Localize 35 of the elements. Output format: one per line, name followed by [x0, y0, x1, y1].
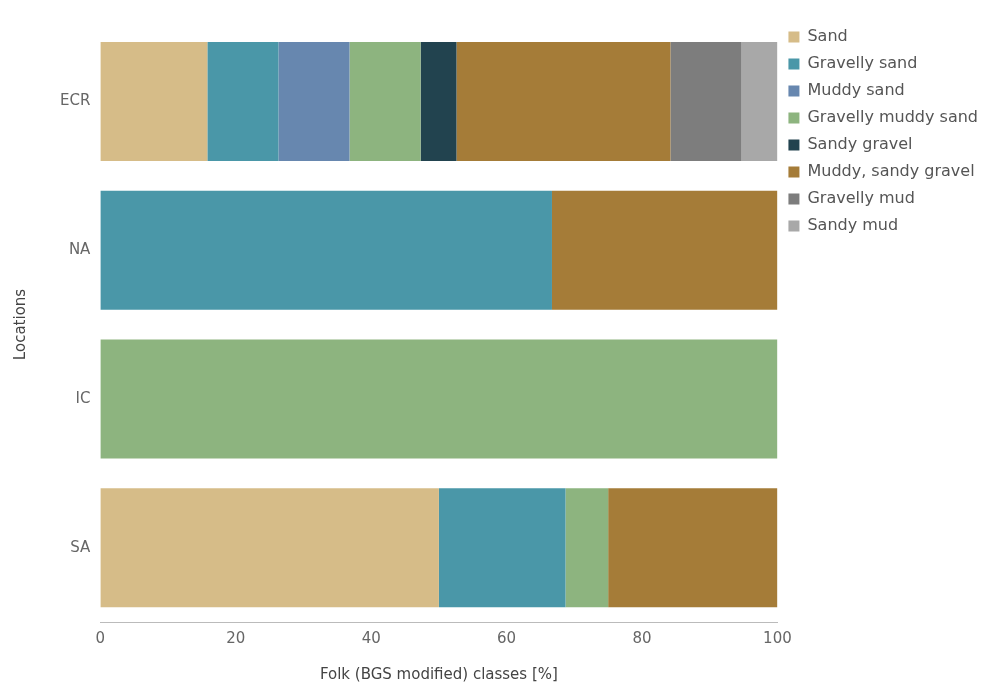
- legend-label: Muddy sand: [807, 80, 905, 100]
- y-tick-label: ECR: [60, 91, 91, 110]
- bar: [100, 339, 778, 459]
- legend-label: Gravelly muddy sand: [807, 107, 979, 127]
- x-tick-label: 60: [497, 628, 517, 647]
- x-tick-label: 40: [361, 628, 381, 647]
- legend-label: Gravelly sand: [807, 53, 918, 73]
- bar: [420, 41, 457, 161]
- legend-label: Gravelly mud: [807, 188, 915, 208]
- bar: [438, 488, 566, 608]
- bar: [100, 488, 439, 608]
- y-tick-label: IC: [75, 388, 91, 407]
- y-axis-title: Locations: [10, 288, 29, 361]
- bar: [608, 488, 778, 608]
- bar: [741, 41, 778, 161]
- x-tick-label: 20: [226, 628, 246, 647]
- x-axis-title: Folk (BGS modified) classes [%]: [319, 664, 558, 683]
- bar: [456, 41, 671, 161]
- legend-label: Sandy gravel: [807, 134, 913, 154]
- x-tick-label: 0: [95, 628, 106, 647]
- bar: [565, 488, 609, 608]
- bar: [207, 41, 279, 161]
- legend-label: Sand: [807, 26, 848, 46]
- bar: [670, 41, 742, 161]
- bar: [278, 41, 350, 161]
- x-tick-label: 100: [763, 628, 792, 647]
- x-tick-label: 80: [632, 628, 652, 647]
- bar: [349, 41, 421, 161]
- bar: [100, 190, 552, 310]
- y-tick-label: SA: [70, 537, 92, 556]
- legend-label: Muddy, sandy gravel: [807, 161, 975, 181]
- y-tick-label: NA: [68, 240, 92, 259]
- bar: [551, 190, 778, 310]
- bar: [100, 41, 208, 161]
- legend-label: Sandy mud: [807, 215, 899, 235]
